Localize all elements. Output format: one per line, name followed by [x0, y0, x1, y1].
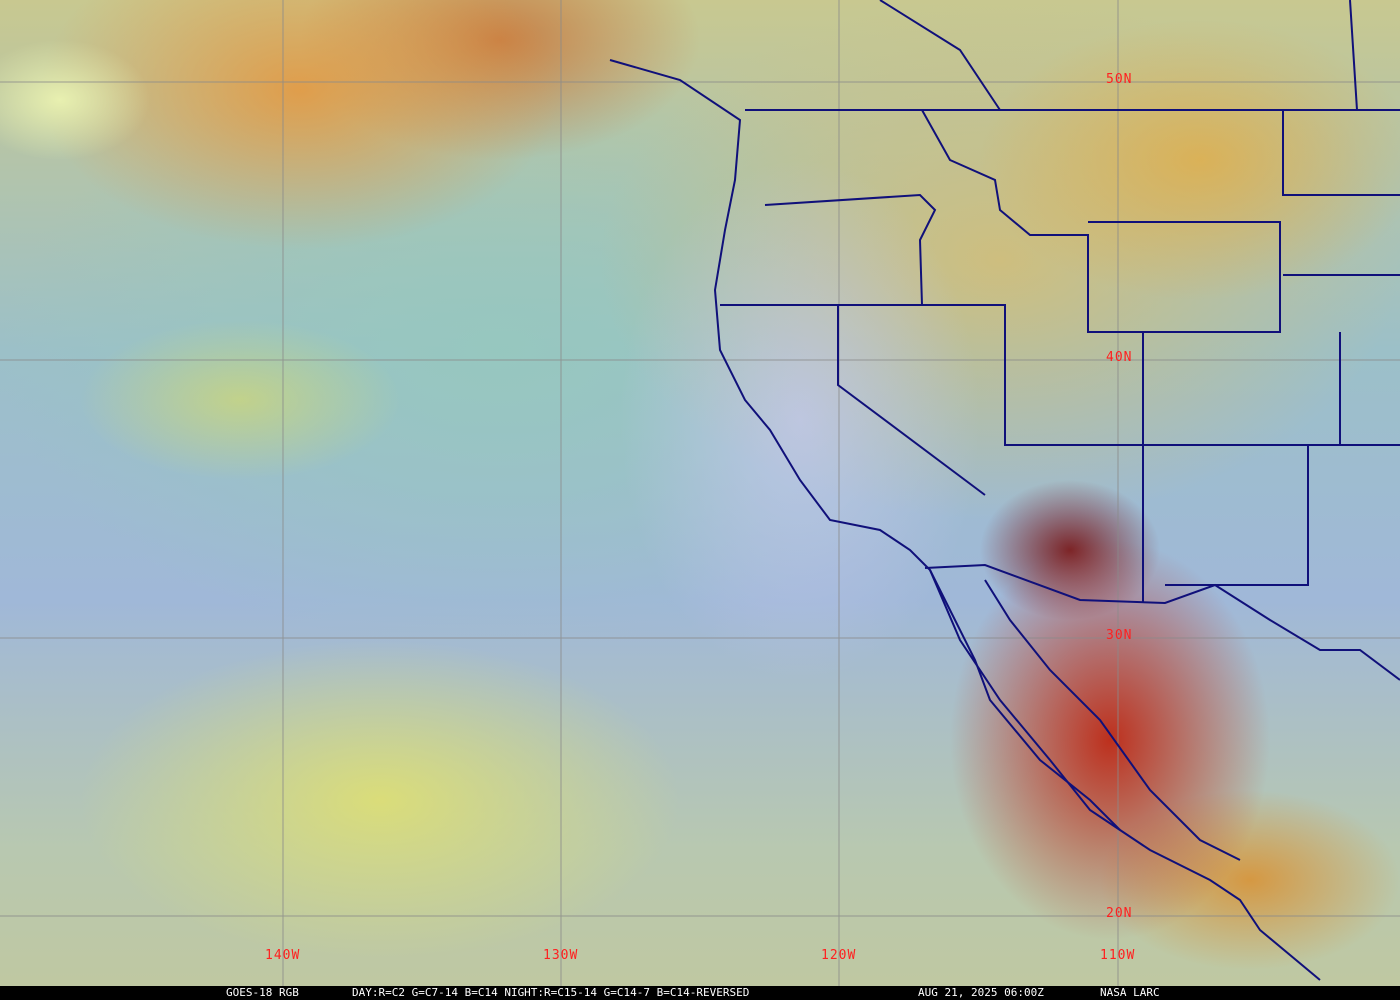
lon-label-110w: 110W: [1100, 948, 1136, 963]
lon-label-130w: 130W: [543, 948, 579, 963]
political-borders: [609, 0, 1400, 981]
baja-peninsula: [929, 569, 1121, 831]
caption-recipe: DAY:R=C2 G=C7-14 B=C14 NIGHT:R=C15-14 G=…: [352, 986, 750, 999]
lat-label-40n: 40N: [1106, 350, 1133, 365]
caption-datetime: AUG 21, 2025 06:00Z: [918, 986, 1044, 999]
lat-label-50n: 50N: [1106, 72, 1133, 87]
lon-label-140w: 140W: [265, 948, 301, 963]
west-coast: [609, 59, 1321, 981]
image-caption: GOES-18 RGB DAY:R=C2 G=C7-14 B=C14 NIGHT…: [0, 986, 1400, 1000]
lat-label-30n: 30N: [1106, 628, 1133, 643]
lon-label-120w: 120W: [821, 948, 857, 963]
lat-label-20n: 20N: [1106, 906, 1133, 921]
caption-product: GOES-18 RGB: [226, 986, 299, 999]
us-mexico-border: [924, 563, 1400, 681]
caption-source: NASA LARC: [1100, 986, 1160, 999]
state-borders: [720, 0, 1400, 603]
gulf-of-california: [984, 579, 1241, 861]
